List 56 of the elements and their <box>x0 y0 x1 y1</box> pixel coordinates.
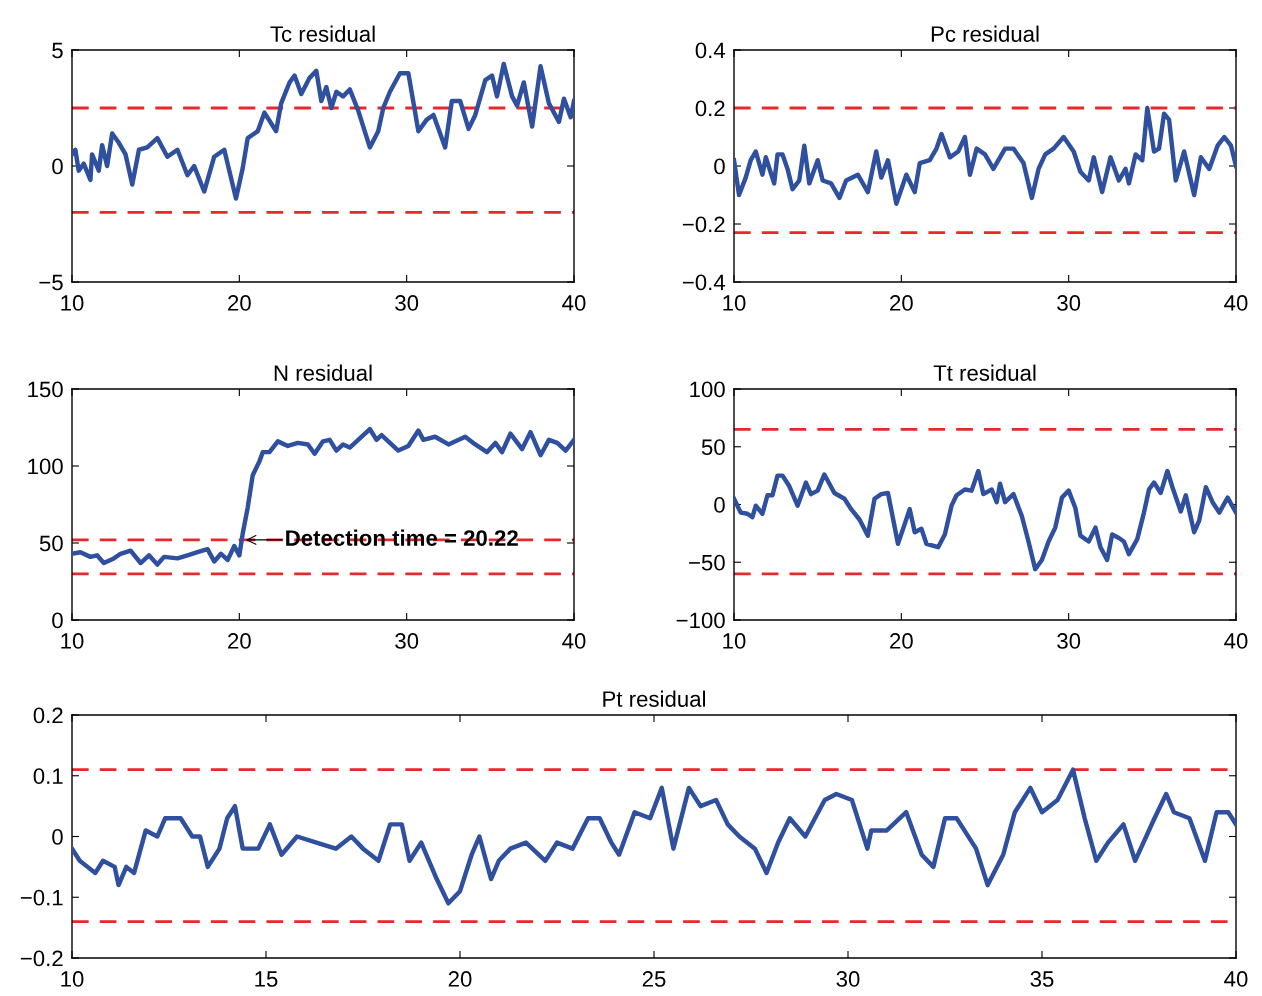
x-tick-label: 30 <box>1057 633 1081 649</box>
x-tick-label: 20 <box>448 971 472 987</box>
y-tick-label: 0.2 <box>695 100 725 117</box>
x-tick-label: 10 <box>723 633 746 649</box>
y-tick-label: −0.1 <box>20 889 63 906</box>
x-tick-label: 10 <box>61 633 84 649</box>
x-tick-label: 40 <box>1224 295 1248 311</box>
x-tick-label: 40 <box>1224 971 1248 987</box>
y-tick-label: −5 <box>39 274 63 291</box>
x-tick-label: 20 <box>228 295 251 311</box>
line-series <box>734 468 1236 572</box>
line-series <box>72 61 574 201</box>
line-series <box>72 426 574 567</box>
x-tick-label: 30 <box>395 633 419 649</box>
line-series <box>72 767 1236 906</box>
x-tick-label: 25 <box>642 971 666 987</box>
y-tick-label: −0.4 <box>682 274 726 291</box>
chart-title: Tc residual <box>270 25 375 42</box>
y-tick-label: 0 <box>714 497 725 513</box>
x-tick-label: 35 <box>1030 971 1054 987</box>
x-tick-label: 30 <box>1057 295 1081 311</box>
x-tick-label: 10 <box>61 295 84 311</box>
chart-title: Pt residual <box>603 690 706 707</box>
x-tick-label: 10 <box>723 295 746 311</box>
annotation: Detection time = 20.22 <box>286 529 518 546</box>
x-tick-label: 20 <box>890 633 913 649</box>
x-tick-label: 40 <box>562 633 586 649</box>
x-tick-label: 10 <box>61 971 84 987</box>
chart-title: Pc residual <box>931 25 1039 42</box>
x-tick-label: 20 <box>228 633 251 649</box>
y-tick-label: 100 <box>690 381 725 398</box>
line-series <box>734 105 1236 206</box>
x-tick-label: 30 <box>836 971 860 987</box>
y-tick-label: 150 <box>28 381 63 398</box>
y-tick-label: 50 <box>701 439 725 456</box>
x-tick-label: 40 <box>562 295 586 311</box>
y-tick-label: 0 <box>52 829 63 845</box>
x-tick-label: 15 <box>255 971 278 987</box>
y-tick-label: −0.2 <box>682 216 725 233</box>
y-tick-label: 5 <box>52 42 63 59</box>
y-tick-label: 50 <box>39 535 63 552</box>
chart-title: N residual <box>274 364 372 381</box>
y-tick-label: 0.4 <box>695 42 726 59</box>
y-tick-label: −0.2 <box>20 950 63 967</box>
y-tick-label: 0 <box>52 612 63 629</box>
y-tick-label: −100 <box>676 612 725 629</box>
y-tick-label: 0.1 <box>33 768 63 785</box>
y-tick-label: 0.2 <box>33 707 63 724</box>
y-tick-label: 0 <box>52 158 63 175</box>
x-tick-label: 30 <box>395 295 419 311</box>
x-tick-label: 20 <box>890 295 913 311</box>
y-tick-label: −50 <box>689 554 725 571</box>
y-tick-label: 0 <box>714 158 725 175</box>
chart-title: Tt residual <box>933 364 1036 381</box>
y-tick-label: 100 <box>28 458 63 475</box>
x-tick-label: 40 <box>1224 633 1248 649</box>
